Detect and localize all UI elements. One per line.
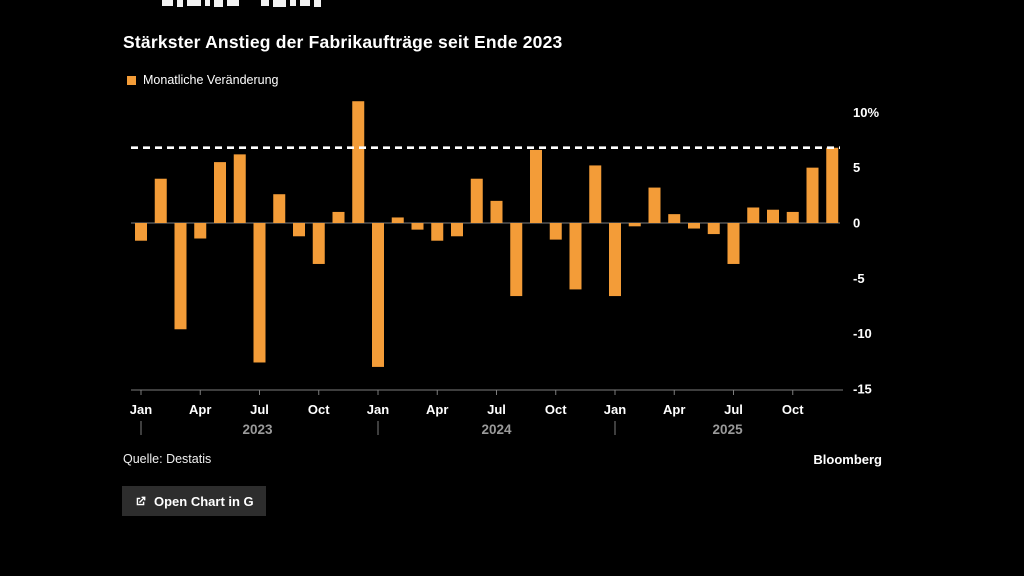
x-tick-label: Oct xyxy=(308,402,330,417)
y-tick-label: 5 xyxy=(853,160,860,175)
x-tick-label: Apr xyxy=(663,402,685,417)
x-tick-label: Jul xyxy=(250,402,269,417)
bar xyxy=(648,187,661,223)
bar xyxy=(214,162,226,223)
bar xyxy=(451,223,463,237)
bar xyxy=(372,223,384,367)
bar xyxy=(174,223,187,330)
x-tick-label: Oct xyxy=(545,402,567,417)
y-tick-label: -5 xyxy=(853,271,865,286)
bar xyxy=(391,217,404,223)
legend: Monatliche Veränderung xyxy=(127,73,279,87)
bar xyxy=(727,223,740,264)
x-tick-label: Jan xyxy=(130,402,152,417)
bar xyxy=(767,209,779,223)
legend-label: Monatliche Veränderung xyxy=(143,73,279,87)
bar xyxy=(688,223,700,229)
bar xyxy=(510,223,523,297)
bar xyxy=(194,223,207,239)
bar xyxy=(530,149,542,223)
x-tick-label: Apr xyxy=(189,402,211,417)
brand-label: Bloomberg xyxy=(813,452,882,467)
bar xyxy=(293,223,305,237)
x-tick-label: Jul xyxy=(724,402,743,417)
legend-swatch-icon xyxy=(127,75,136,85)
bar xyxy=(707,223,720,235)
bar xyxy=(569,223,582,290)
bar xyxy=(668,214,681,223)
y-tick-label: -15 xyxy=(853,382,872,397)
y-tick-label: -10 xyxy=(853,326,872,341)
open-chart-button[interactable]: Open Chart in G xyxy=(122,486,266,516)
year-label: 2025 xyxy=(713,422,744,437)
bar xyxy=(273,194,286,223)
bar xyxy=(470,178,483,223)
y-tick-label: 10% xyxy=(853,105,879,120)
bar xyxy=(786,211,799,223)
bar xyxy=(154,178,167,223)
bar xyxy=(332,211,345,223)
x-tick-label: Apr xyxy=(426,402,448,417)
x-tick-label: Oct xyxy=(782,402,804,417)
bar xyxy=(826,147,839,223)
bar xyxy=(609,223,621,297)
x-tick-label: Jul xyxy=(487,402,506,417)
bar xyxy=(233,154,246,223)
bar xyxy=(135,223,147,241)
bar xyxy=(352,101,365,223)
x-tick-label: Jan xyxy=(604,402,626,417)
bar xyxy=(589,165,602,223)
x-tick-label: Jan xyxy=(367,402,389,417)
bar xyxy=(411,223,424,230)
open-chart-button-label: Open Chart in G xyxy=(154,493,254,509)
bar xyxy=(747,207,760,223)
bar xyxy=(312,223,325,264)
bar xyxy=(549,223,562,240)
year-label: 2024 xyxy=(481,422,512,437)
bar xyxy=(431,223,444,241)
year-label: 2023 xyxy=(243,422,274,437)
chart-title: Stärkster Anstieg der Fabrikaufträge sei… xyxy=(123,32,563,52)
cropped-text-artifact xyxy=(162,0,325,7)
bar xyxy=(253,223,266,363)
bar xyxy=(806,167,819,223)
source-label: Quelle: Destatis xyxy=(123,452,212,466)
y-tick-label: 0 xyxy=(853,216,860,231)
bar xyxy=(490,200,503,223)
bar xyxy=(628,223,641,227)
external-link-icon xyxy=(136,496,146,505)
